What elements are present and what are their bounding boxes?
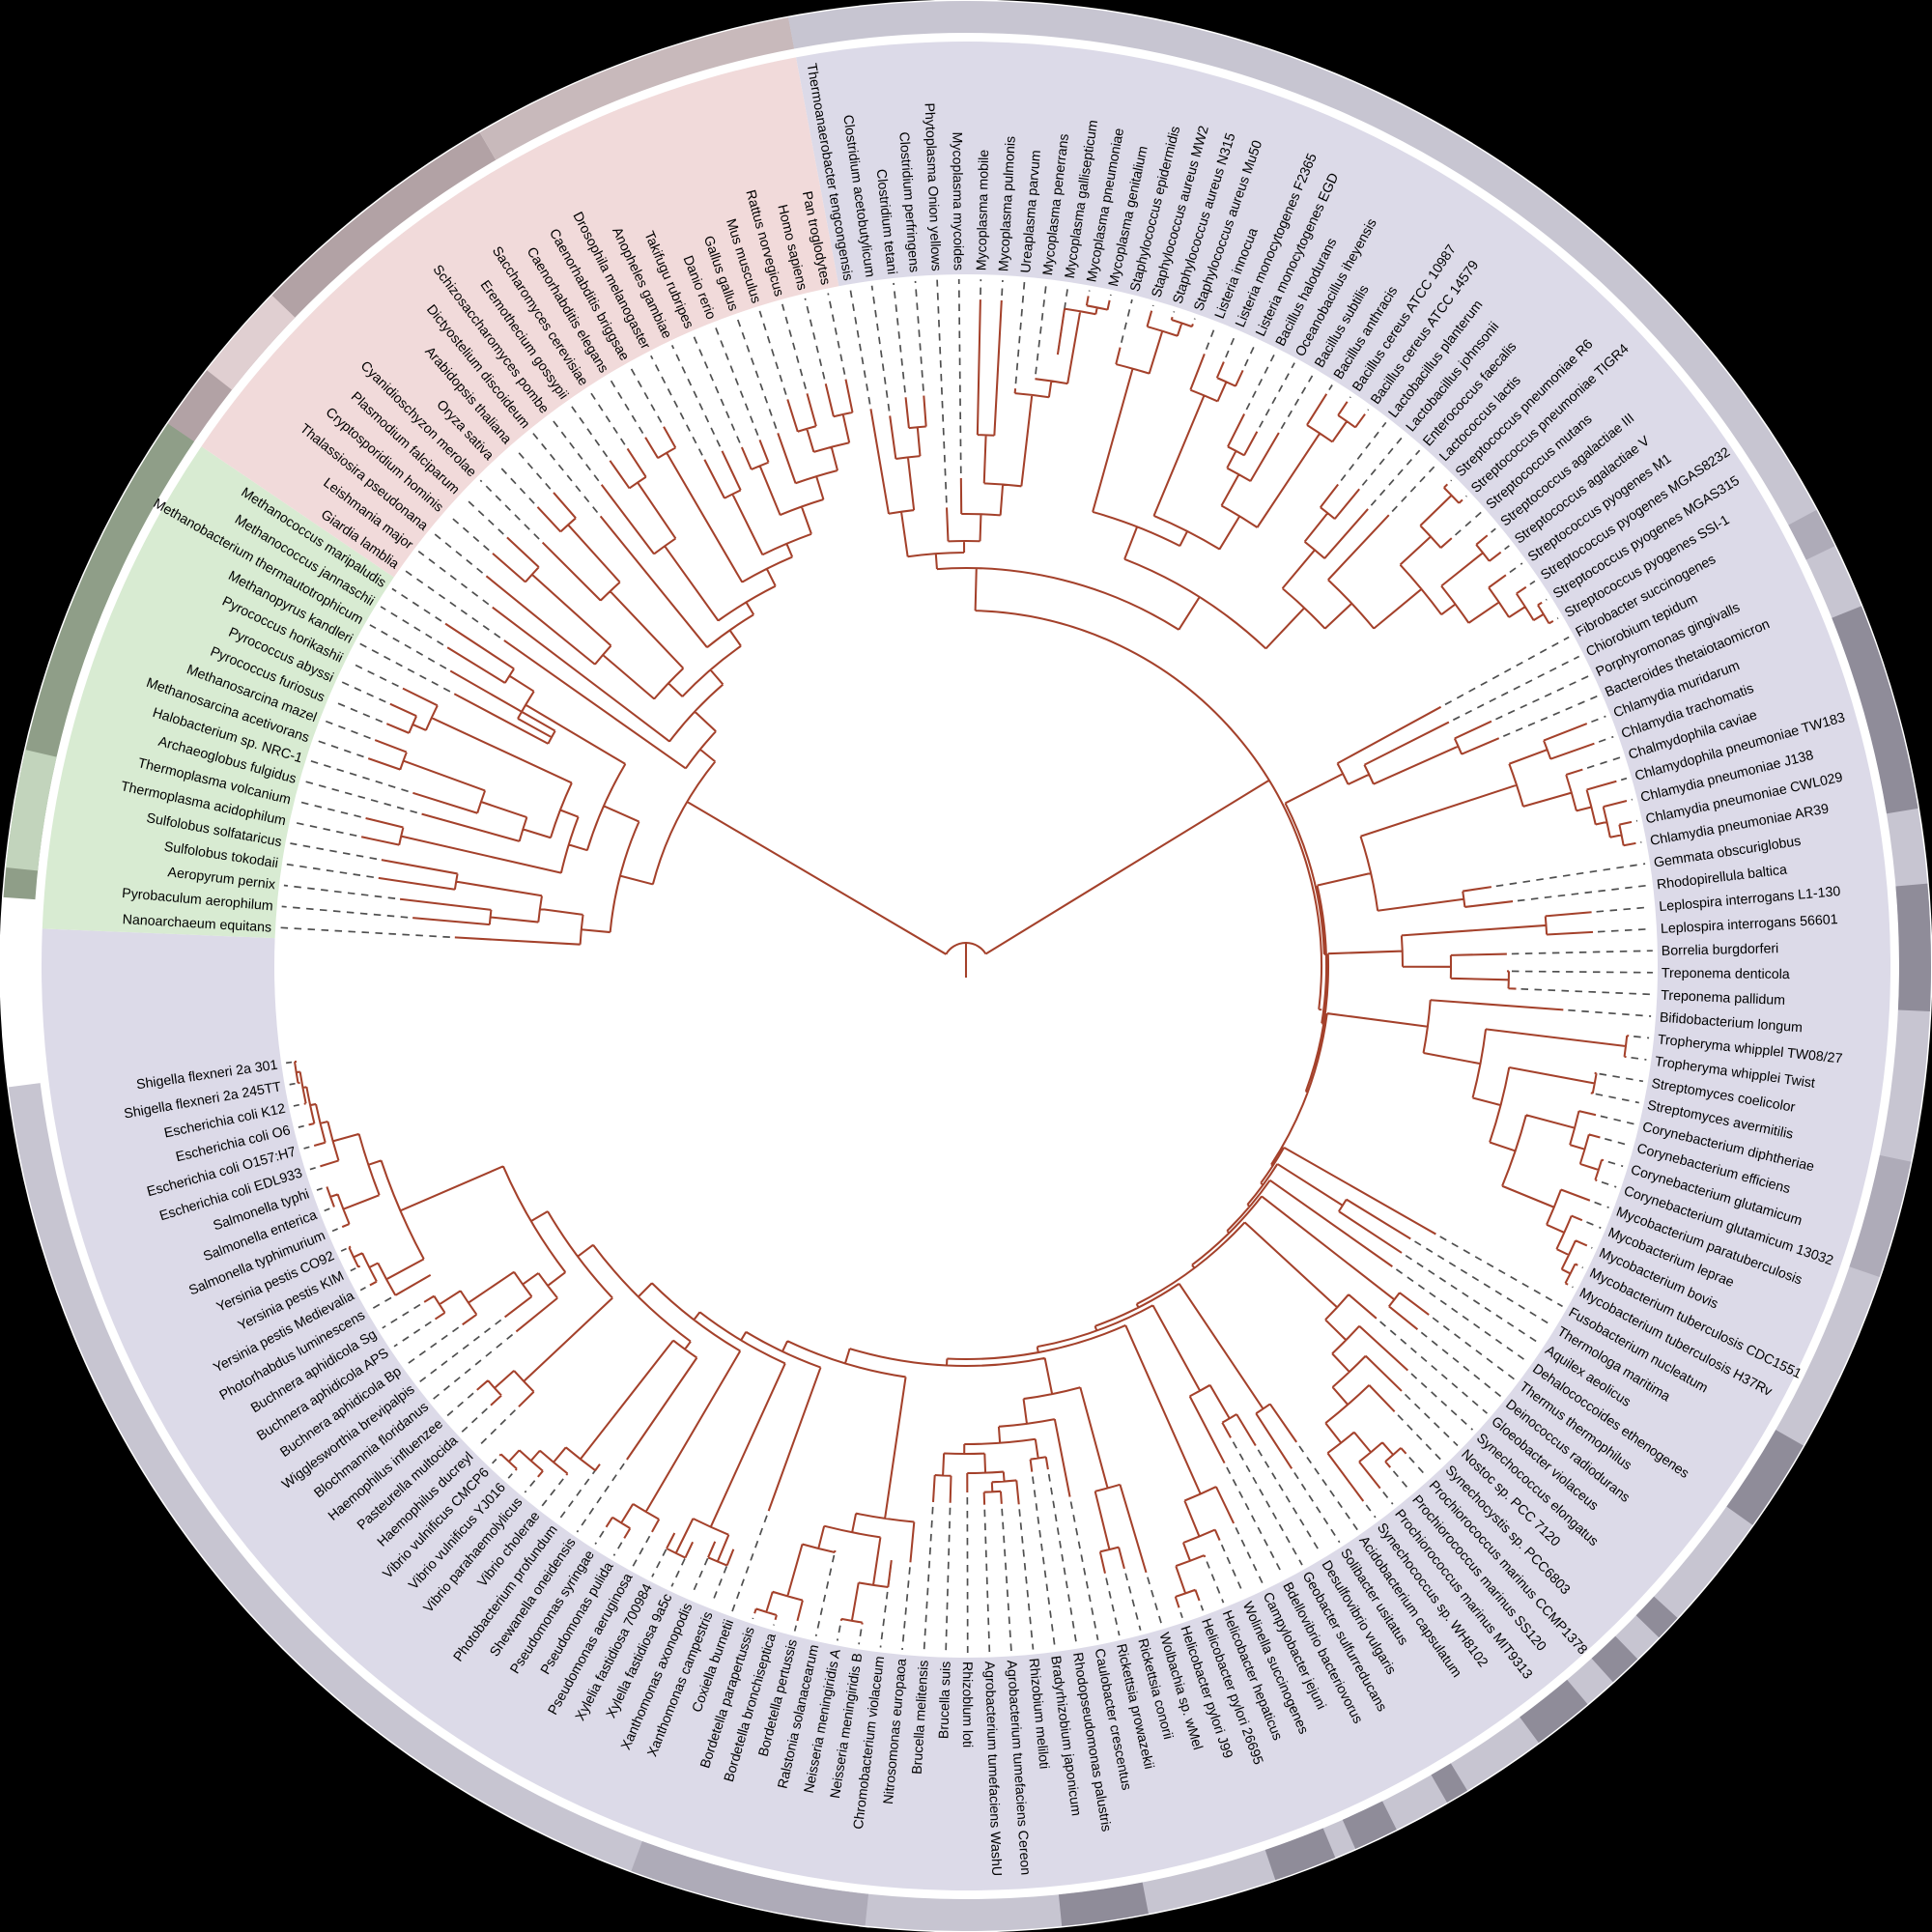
svg-text:Rhizoblum loti: Rhizoblum loti (959, 1662, 975, 1747)
svg-text:Phytoplasma Onion yellows: Phytoplasma Onion yellows (922, 102, 944, 271)
svg-text:Mycoplasma pulmonis: Mycoplasma pulmonis (996, 135, 1018, 271)
svg-text:Borrelia burgdorferi: Borrelia burgdorferi (1662, 941, 1779, 959)
svg-text:Mycoplasma mycoides: Mycoplasma mycoides (949, 131, 965, 270)
svg-text:Agrobacterium tumefaciens Wash: Agrobacterium tumefaciens WashU (981, 1661, 1005, 1876)
svg-text:Treponema pallidum: Treponema pallidum (1661, 988, 1785, 1009)
svg-text:Treponema denticola: Treponema denticola (1662, 966, 1790, 982)
svg-text:Brucella melitensis: Brucella melitensis (910, 1660, 932, 1775)
svg-text:Brucella suis: Brucella suis (936, 1661, 953, 1739)
svg-text:Mycoplasma mobile: Mycoplasma mobile (974, 150, 992, 271)
